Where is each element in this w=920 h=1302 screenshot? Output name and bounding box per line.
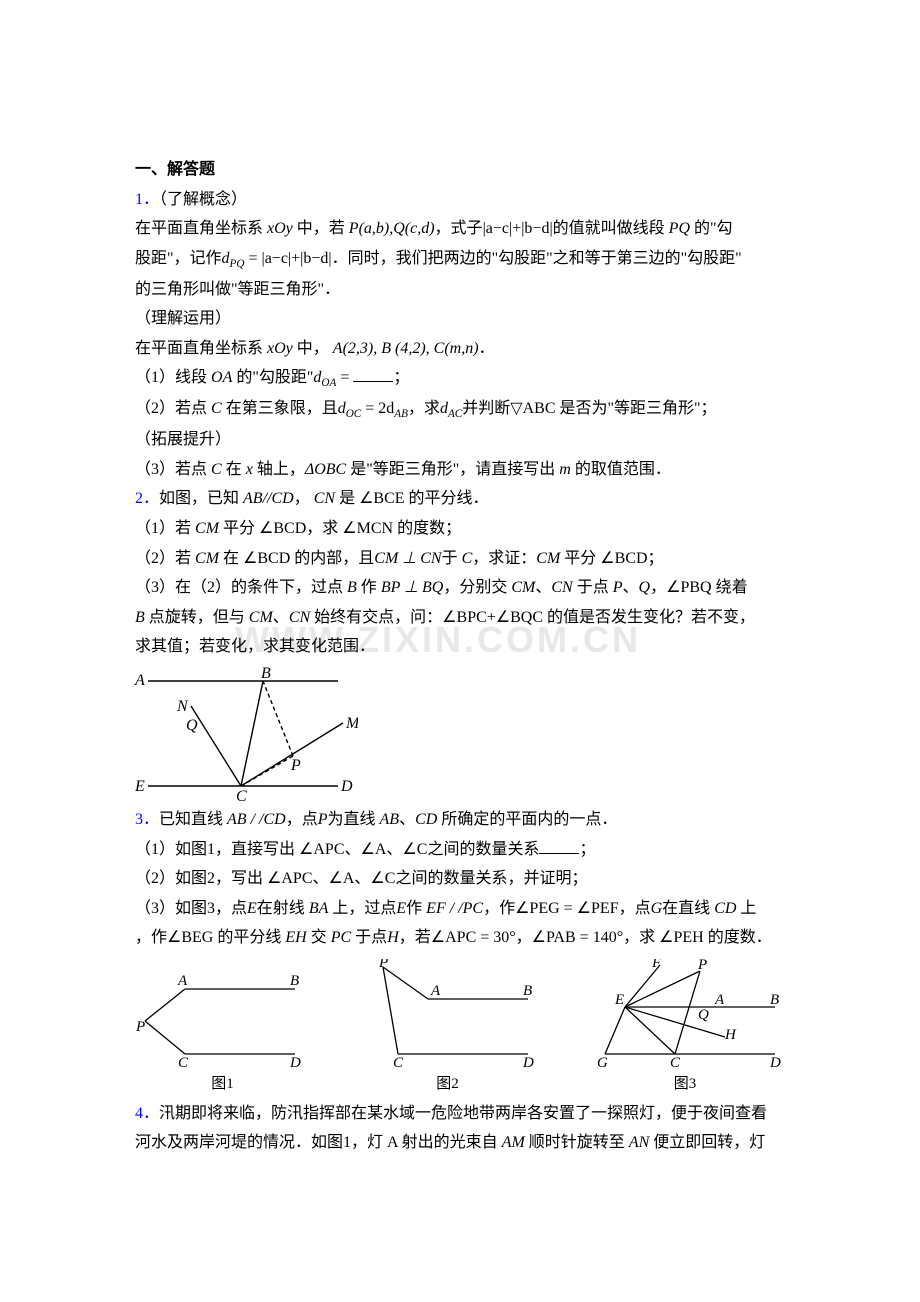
svg-text:D: D (522, 1055, 534, 1069)
q3-blank (539, 838, 579, 854)
q1-blank (353, 366, 393, 382)
svg-text:Q: Q (186, 717, 198, 734)
q1-intro-line3: 的三角形叫做"等距三角形"． (135, 275, 785, 305)
svg-text:A: A (430, 983, 441, 999)
q4-line1: 4．汛期即将来临，防汛指挥部在某水域一危险地带两岸各安置了一探照灯，便于夜间查看 (135, 1099, 785, 1129)
q3-number: 3． (135, 811, 159, 828)
q3-part3-l1: （3）如图3，点E在射线 BA 上，过点E作 EF / /PC，作∠PEG = … (135, 894, 785, 924)
q3-fig1: A B P C D (135, 959, 310, 1069)
svg-text:E: E (134, 778, 145, 795)
q3-part2: （2）如图2，写出 ∠APC、∠A、∠C之间的数量关系，并证明； (135, 864, 785, 894)
svg-text:B: B (770, 992, 779, 1008)
svg-text:N: N (176, 698, 189, 715)
q3-part1: （1）如图1，直接写出 ∠APC、∠A、∠C之间的数量关系； (135, 835, 785, 865)
q1-intro-line1: 在平面直角坐标系 xOy 中，若 P(a,b),Q(c,d)，式子|a−c|+|… (135, 214, 785, 244)
svg-text:F: F (651, 959, 662, 971)
svg-text:A: A (134, 672, 145, 689)
q1-part3: （3）若点 C 在 x 轴上，ΔOBC 是"等距三角形"，请直接写出 m 的取值… (135, 455, 785, 485)
svg-text:D: D (340, 778, 353, 795)
svg-text:P: P (135, 1019, 145, 1035)
svg-text:G: G (597, 1055, 608, 1069)
svg-text:C: C (236, 788, 247, 801)
q2-number: 2． (135, 490, 159, 507)
q1-line-concept: 1．（了解概念） (135, 185, 785, 215)
svg-text:C: C (393, 1055, 404, 1069)
svg-text:D: D (769, 1055, 781, 1069)
q1-ext-label: （拓展提升） (135, 425, 785, 455)
q1-concept-label: （了解概念） (159, 191, 247, 208)
svg-text:P: P (378, 959, 388, 971)
svg-text:M: M (345, 715, 358, 732)
q2-intro: 2．如图，已知 AB//CD， CN 是 ∠BCE 的平分线． (135, 484, 785, 514)
q3-fig2-caption: 图2 (436, 1071, 459, 1099)
svg-text:C: C (670, 1055, 681, 1069)
svg-text:A: A (177, 973, 188, 989)
svg-text:B: B (523, 983, 532, 999)
svg-text:D: D (289, 1055, 301, 1069)
q3-fig1-col: A B P C D 图1 (135, 959, 310, 1099)
q3-part3-l2: ，作∠BEG 的平分线 EH 交 PC 于点H，若∠APC = 30°，∠PAB… (135, 923, 785, 953)
q3-fig2-col: P A B C D 图2 (353, 959, 543, 1099)
svg-text:C: C (178, 1055, 189, 1069)
q2-part3-l1: （3）在（2）的条件下，过点 B 作 BP ⊥ BQ，分别交 CM、CN 于点 … (135, 573, 785, 603)
svg-text:B: B (261, 666, 271, 682)
q2-part2: （2）若 CM 在 ∠BCD 的内部，且CM ⊥ CN于 C，求证：CM 平分 … (135, 544, 785, 574)
q3-fig3-caption: 图3 (674, 1071, 697, 1099)
q1-intro-line2: 股距"，记作dPQ = |a−c|+|b−d|．同时，我们把两边的"勾股距"之和… (135, 244, 785, 275)
svg-text:Q: Q (698, 1007, 709, 1023)
q1-part2: （2）若点 C 在第三象限，且dOC = 2dAB，求dAC并判断▽ABC 是否… (135, 394, 785, 425)
q2-part3-l2: B 点旋转，但与 CM、CN 始终有交点，问：∠BPC+∠BQC 的值是否发生变… (135, 603, 785, 633)
q2-part3-l3: 求其值；若变化，求其变化范围． (135, 632, 785, 662)
q3-fig3-col: F P E A B Q H G C D 图3 (585, 959, 785, 1099)
section-heading: 一、解答题 (135, 155, 785, 185)
q4-number: 4． (135, 1105, 159, 1122)
svg-text:E: E (614, 992, 624, 1008)
svg-text:A: A (714, 992, 725, 1008)
svg-text:B: B (290, 973, 299, 989)
q3-figure-row: A B P C D 图1 P A B (135, 959, 785, 1099)
q3-fig3: F P E A B Q H G C D (585, 959, 785, 1069)
q2-figure: A B N Q M P E C D (133, 666, 358, 801)
svg-text:P: P (290, 757, 301, 774)
q1-given: 在平面直角坐标系 xOy 中， A(2,3), B (4,2), C(m,n)． (135, 334, 785, 364)
q2-part1: （1）若 CM 平分 ∠BCD，求 ∠MCN 的度数； (135, 514, 785, 544)
q1-number: 1． (135, 191, 159, 208)
svg-text:P: P (697, 959, 707, 973)
q3-intro: 3．已知直线 AB / /CD，点P为直线 AB、CD 所确定的平面内的一点． (135, 805, 785, 835)
page-content: 一、解答题 1．（了解概念） 在平面直角坐标系 xOy 中，若 P(a,b),Q… (135, 155, 785, 1158)
q1-apply-label: （理解运用） (135, 304, 785, 334)
svg-text:H: H (724, 1027, 737, 1043)
q3-fig1-caption: 图1 (211, 1071, 234, 1099)
q1-part1: （1）线段 OA 的"勾股距"dOA = ； (135, 363, 785, 394)
q4-line2: 河水及两岸河堤的情况．如图1，灯 A 射出的光束自 AM 顺时针旋转至 AN 便… (135, 1128, 785, 1158)
q3-fig2: P A B C D (353, 959, 543, 1069)
